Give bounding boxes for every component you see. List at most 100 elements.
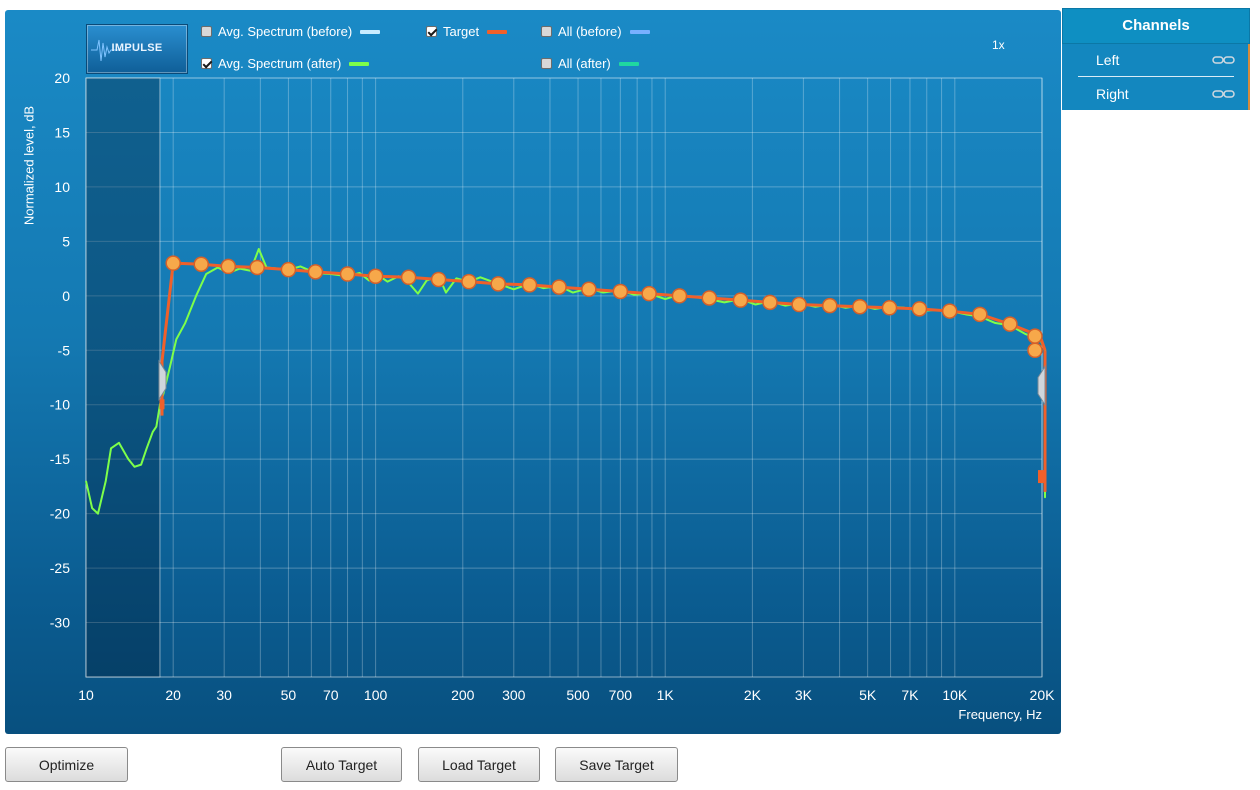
checkbox[interactable]: [541, 26, 552, 37]
target-control-point: [521, 277, 538, 293]
legend-label: Avg. Spectrum (before): [218, 24, 353, 39]
legend-swatch: [629, 29, 650, 34]
x-axis-label: Frequency, Hz: [958, 707, 1042, 722]
legend-label: Target: [443, 24, 480, 39]
y-tick-label: 0: [62, 288, 70, 304]
target-control-point: [400, 269, 417, 286]
target-control-point: [762, 294, 778, 311]
plot-frame: [85, 77, 1043, 678]
waveform-icon: [91, 39, 131, 62]
channel-label: Left: [1096, 52, 1120, 68]
target-control-point: [430, 271, 447, 288]
y-tick-label: -30: [50, 615, 70, 631]
zoom-level: 1x: [992, 38, 1005, 52]
x-tick-label: 70: [323, 687, 339, 703]
target-control-point: [911, 301, 928, 317]
x-tick-label: 20: [165, 687, 181, 703]
y-tick-label: 20: [54, 70, 70, 86]
target-control-point: [732, 292, 749, 308]
channel-item-left[interactable]: Left: [1062, 44, 1248, 76]
checkbox[interactable]: [201, 26, 212, 37]
target-control-point: [581, 281, 597, 298]
channel-divider: [1078, 76, 1234, 77]
target-control-point: [249, 259, 265, 276]
optimize-button[interactable]: Optimize: [5, 747, 128, 782]
target-control-point: [551, 279, 567, 295]
range-handle-right: [1037, 364, 1046, 407]
target-control-point: [852, 298, 868, 315]
target-control-point: [881, 300, 898, 316]
legend-label: All (after): [558, 56, 611, 71]
y-tick-label: -15: [50, 451, 70, 467]
legend-swatch: [618, 61, 639, 66]
target-control-point: [490, 276, 506, 292]
checkbox[interactable]: [541, 58, 552, 69]
legend-swatch: [487, 29, 508, 34]
x-tick-label: 100: [364, 687, 388, 703]
target-control-point: [220, 258, 237, 275]
y-axis-label: Normalized level, dB: [21, 105, 37, 226]
channels-list: Left Right: [1062, 44, 1250, 110]
target-control-point: [791, 296, 807, 313]
target-control-point: [612, 283, 629, 300]
target-control-point: [339, 266, 356, 282]
link-icon[interactable]: [1212, 90, 1236, 98]
channel-item-right[interactable]: Right: [1062, 78, 1248, 110]
legend-all-before[interactable]: All (before): [541, 24, 650, 39]
x-tick-label: 2K: [744, 687, 762, 703]
x-tick-label: 5K: [859, 687, 877, 703]
x-tick-label: 700: [609, 687, 633, 703]
x-tick-label: 10K: [942, 687, 968, 703]
target-edge-marker: [159, 399, 165, 410]
target-control-point: [822, 297, 838, 314]
y-tick-label: 10: [54, 179, 70, 195]
legend-target[interactable]: Target: [426, 24, 508, 39]
spectrum-chart-panel[interactable]: 20 15 10 5 0 -5 -10 -15 -20 -25 -30 10 20 30 50 70 100 20…: [5, 10, 1061, 734]
impulse-logo[interactable]: IMPULSE: [86, 24, 188, 74]
legend-all-after[interactable]: All (after): [541, 56, 639, 71]
auto-target-button[interactable]: Auto Target: [281, 747, 402, 782]
channel-label: Right: [1096, 86, 1129, 102]
y-tick-label: 5: [62, 233, 70, 249]
x-tick-label: 200: [451, 687, 475, 703]
legend-swatch: [360, 29, 381, 34]
x-tick-label: 10: [78, 687, 94, 703]
series-target: [160, 261, 1047, 416]
checkbox[interactable]: [201, 58, 212, 69]
target-control-point: [1002, 316, 1018, 332]
target-control-point: [941, 303, 958, 319]
legend-avg-after[interactable]: Avg. Spectrum (after): [201, 56, 370, 71]
load-target-button[interactable]: Load Target: [418, 747, 540, 782]
target-control-point: [972, 306, 988, 323]
excluded-range: [85, 77, 161, 678]
logo-text: IMPULSE: [111, 42, 163, 54]
channels-panel: Channels Left Right: [1062, 8, 1250, 112]
target-control-point: [367, 268, 384, 284]
x-tick-label: 500: [566, 687, 590, 703]
target-control-point: [701, 290, 718, 306]
range-handle-left: [158, 359, 167, 401]
save-target-button[interactable]: Save Target: [555, 747, 678, 782]
x-tick-label: 20K: [1030, 687, 1056, 703]
x-tick-label: 300: [502, 687, 526, 703]
x-tick-label: 50: [281, 687, 297, 703]
legend-avg-before[interactable]: Avg. Spectrum (before): [201, 24, 381, 39]
x-tick-label: 1K: [657, 687, 675, 703]
link-icon[interactable]: [1212, 56, 1236, 64]
target-control-point: [165, 255, 181, 271]
target-control-point: [641, 285, 657, 302]
x-tick-label: 3K: [795, 687, 813, 703]
target-control-point: [280, 261, 297, 278]
legend-swatch: [349, 61, 370, 66]
x-tick-label: 7K: [901, 687, 919, 703]
y-tick-label: -20: [50, 506, 70, 522]
y-tick-label: -10: [50, 397, 70, 413]
y-tick-label: -5: [58, 342, 71, 358]
target-control-point: [1027, 328, 1043, 344]
target-control-point: [1027, 342, 1043, 359]
checkbox[interactable]: [426, 26, 437, 37]
y-tick-label: -25: [50, 560, 70, 576]
target-control-point: [193, 256, 209, 272]
channels-header: Channels: [1062, 8, 1250, 44]
